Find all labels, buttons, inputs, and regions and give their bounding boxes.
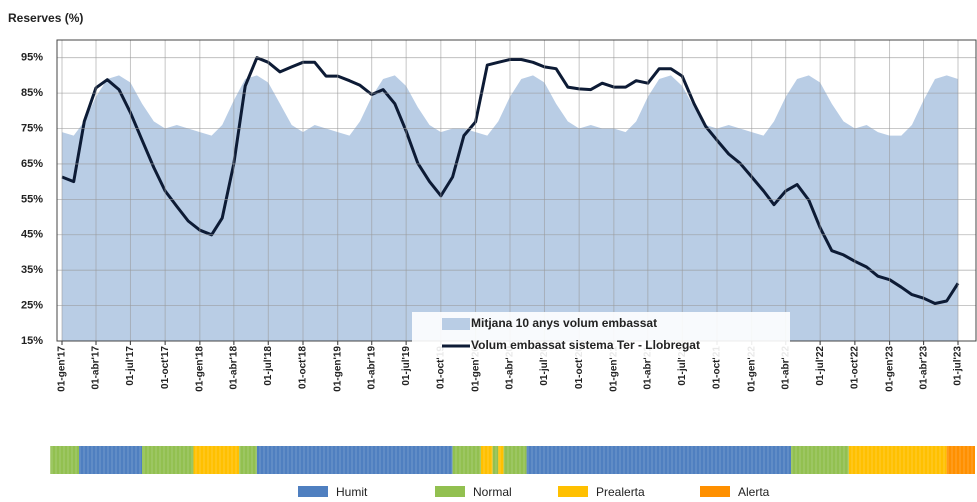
y-tick-label: 25%: [21, 299, 43, 311]
status-segment: [848, 446, 947, 474]
y-tick-label: 95%: [21, 52, 43, 64]
status-segment: [946, 446, 975, 474]
status-segment: [492, 446, 499, 474]
status-legend-label: Prealerta: [596, 485, 645, 499]
status-segment: [452, 446, 481, 474]
status-legend-swatch: [700, 486, 730, 497]
status-legend-swatch: [298, 486, 328, 497]
x-tick-label: 01-oct'21: [712, 346, 723, 389]
x-tick-label: 01-gen'20: [470, 346, 481, 392]
x-tick-label: 01-abr'22: [780, 346, 791, 390]
y-tick-label: 15%: [21, 335, 43, 347]
y-tick-label: 85%: [21, 87, 43, 99]
y-tick-label: 65%: [21, 158, 43, 170]
legend-label: Volum embassat sistema Ter - Llobregat: [471, 338, 700, 352]
y-tick-label: 55%: [21, 193, 43, 205]
x-tick-label: 01-jul'21: [677, 346, 688, 386]
chart-title: Reserves (%): [8, 11, 83, 25]
status-segment: [78, 446, 143, 474]
x-tick-label: 01-jul'18: [263, 346, 274, 386]
x-tick-label: 01-abr'20: [505, 346, 516, 390]
x-tick-label: 01-oct'17: [160, 346, 171, 389]
status-segment: [50, 446, 79, 474]
x-tick-label: 01-jul'20: [539, 346, 550, 386]
x-tick-label: 01-oct'18: [298, 346, 309, 389]
status-segment: [193, 446, 240, 474]
status-segment: [526, 446, 792, 474]
x-tick-label: 01-jul'19: [401, 346, 412, 386]
x-tick-label: 01-abr'23: [918, 346, 929, 390]
status-segment: [480, 446, 493, 474]
x-tick-label: 01-abr'17: [91, 346, 102, 390]
x-tick-label: 01-gen'23: [884, 346, 895, 392]
status-segment: [142, 446, 194, 474]
legend-swatch: [442, 318, 470, 330]
status-segment: [498, 446, 504, 474]
legend-label: Mitjana 10 anys volum embassat: [471, 316, 657, 330]
status-legend-swatch: [435, 486, 465, 497]
y-tick-label: 45%: [21, 229, 43, 241]
status-segment: [503, 446, 527, 474]
x-tick-label: 01-oct'19: [436, 346, 447, 389]
x-tick-label: 01-gen'18: [195, 346, 206, 392]
status-segment: [256, 446, 453, 474]
x-tick-label: 01-abr'19: [366, 346, 377, 390]
x-tick-label: 01-oct'20: [574, 346, 585, 389]
status-legend-swatch: [558, 486, 588, 497]
x-tick-label: 01-jul'23: [953, 346, 964, 386]
x-tick-label: 01-oct'22: [850, 346, 861, 389]
x-tick-label: 01-abr'18: [229, 346, 240, 390]
x-tick-label: 01-abr'21: [643, 346, 654, 390]
status-legend-label: Alerta: [738, 485, 770, 499]
x-tick-label: 01-gen'21: [609, 346, 620, 392]
status-legend-label: Humit: [336, 485, 368, 499]
y-tick-label: 75%: [21, 122, 43, 134]
x-tick-label: 01-jul'17: [125, 346, 136, 386]
y-tick-label: 35%: [21, 264, 43, 276]
status-legend-label: Normal: [473, 485, 512, 499]
x-tick-label: 01-jul'22: [815, 346, 826, 386]
legend-box: [412, 312, 790, 358]
x-tick-label: 01-gen'19: [332, 346, 343, 392]
x-tick-label: 01-gen'17: [57, 346, 68, 392]
x-tick-label: 01-gen'22: [746, 346, 757, 392]
